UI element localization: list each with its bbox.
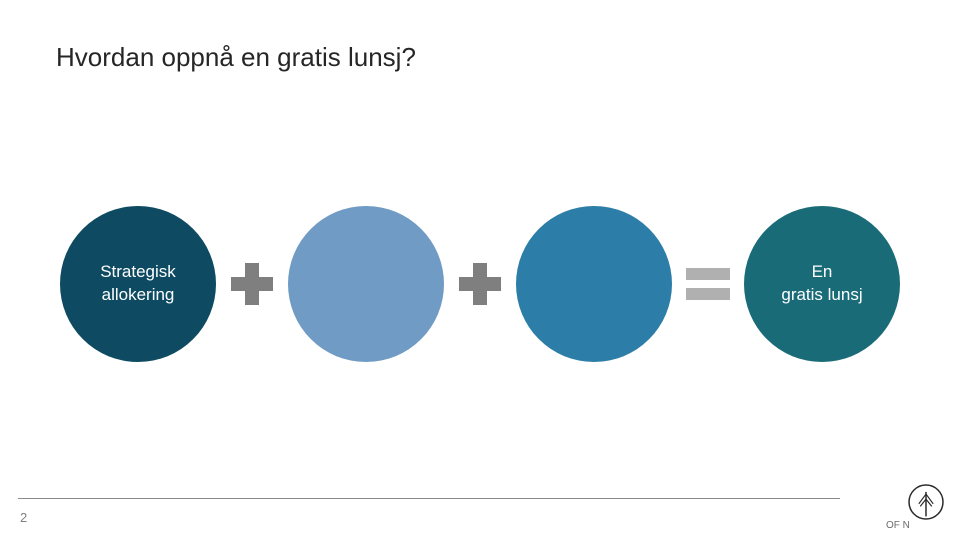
tree-logo-icon — [908, 484, 944, 520]
equation-circle-4 — [516, 206, 672, 362]
plus-icon — [452, 263, 508, 305]
footer-divider — [18, 498, 840, 499]
equation-circle-2 — [288, 206, 444, 362]
circle-label: Strategiskallokering — [100, 261, 176, 307]
page-number: 2 — [20, 510, 27, 525]
circle-label: Engratis lunsj — [781, 261, 862, 307]
brand-logo — [908, 484, 944, 520]
brand-logo-text: OF N — [886, 520, 910, 531]
slide: Hvordan oppnå en gratis lunsj? Strategis… — [0, 0, 960, 540]
plus-icon — [224, 263, 280, 305]
equals-icon — [680, 268, 736, 300]
slide-title: Hvordan oppnå en gratis lunsj? — [56, 42, 416, 73]
equation-row: Strategiskallokering Engratis lunsj — [0, 204, 960, 364]
equation-circle-6: Engratis lunsj — [744, 206, 900, 362]
equation-circle-0: Strategiskallokering — [60, 206, 216, 362]
